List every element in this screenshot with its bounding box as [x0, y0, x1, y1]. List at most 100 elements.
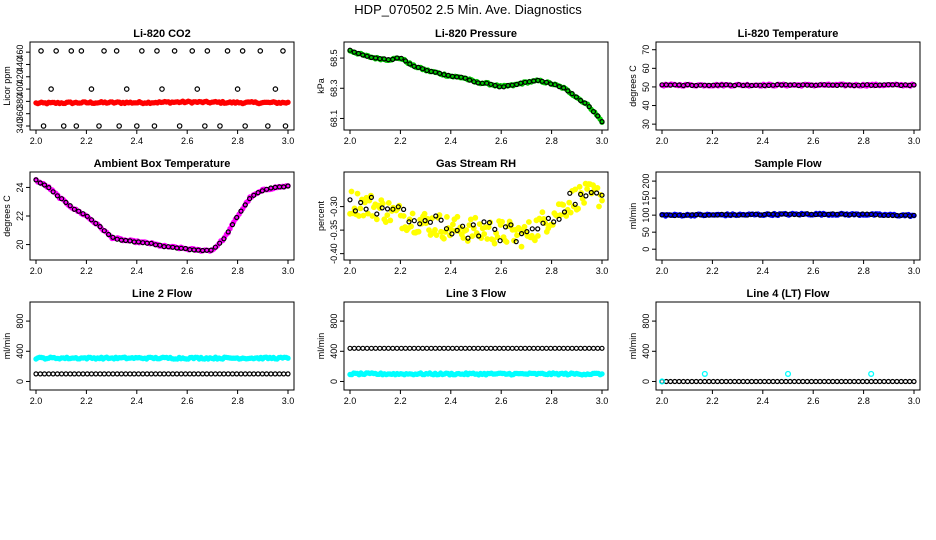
data-point: [46, 371, 52, 377]
data-point: [373, 216, 380, 223]
y-tick-label: 40: [641, 101, 651, 111]
data-point: [161, 371, 167, 377]
data-point: [347, 47, 353, 53]
data-point: [347, 345, 353, 351]
data-point: [368, 345, 374, 351]
y-axis-label: kPa: [316, 78, 326, 94]
data-point: [348, 188, 355, 195]
data-point: [800, 378, 806, 385]
data-point: [723, 378, 729, 385]
data-point: [264, 186, 270, 192]
data-point: [509, 345, 515, 351]
data-point: [868, 378, 874, 385]
data-point: [46, 185, 52, 191]
y-tick-label: 380: [15, 94, 25, 109]
data-point: [672, 378, 678, 385]
data-point: [426, 227, 432, 234]
y-tick-label: 20: [15, 240, 25, 250]
data-point: [502, 224, 509, 230]
data-point: [33, 371, 39, 377]
data-point: [573, 345, 580, 351]
data-point: [484, 345, 490, 351]
data-point: [791, 378, 798, 385]
data-point: [355, 50, 362, 57]
data-point: [58, 371, 65, 377]
data-point: [582, 100, 588, 106]
data-point: [433, 232, 440, 239]
data-point: [843, 378, 849, 385]
data-point: [255, 371, 261, 377]
data-point: [513, 239, 519, 245]
data-point: [347, 197, 353, 203]
x-tick-label: 3.0: [908, 266, 921, 276]
data-point: [514, 232, 520, 239]
x-tick-label: 2.8: [231, 396, 244, 406]
panel-title: Line 2 Flow: [132, 288, 192, 300]
data-point: [476, 221, 483, 228]
data-point: [360, 345, 366, 351]
data-point: [470, 222, 476, 228]
data-point: [385, 345, 391, 351]
x-tick-label: 2.6: [807, 136, 820, 146]
data-point: [740, 378, 746, 385]
y-tick-label: 800: [641, 314, 651, 329]
y-tick-label: 68.5: [329, 49, 339, 67]
data-point: [212, 371, 218, 377]
data-point: [567, 209, 574, 216]
data-point: [73, 123, 80, 129]
data-point: [693, 378, 699, 385]
data-point: [157, 371, 163, 377]
y-tick-label: 68.3: [329, 79, 339, 97]
chart-panel-9: Line 4 (LT) Flow 2.0 2.2 2.4 2.6 2.8 3.0 0 400 80…: [628, 288, 921, 406]
data-point: [503, 239, 510, 245]
data-point: [532, 237, 538, 244]
data-point: [552, 345, 558, 351]
data-point: [462, 75, 468, 81]
data-point: [390, 56, 396, 63]
data-point: [285, 355, 291, 361]
data-point: [488, 345, 494, 351]
x-tick-label: 3.0: [596, 136, 609, 146]
data-point: [465, 235, 471, 241]
data-point: [526, 345, 533, 351]
data-point: [225, 229, 231, 235]
data-point: [560, 345, 567, 351]
data-point: [462, 345, 468, 351]
data-point: [63, 199, 69, 205]
data-point: [450, 221, 456, 228]
data-point: [140, 371, 146, 377]
data-point: [774, 378, 780, 385]
data-point: [467, 77, 473, 83]
data-point: [586, 103, 592, 110]
data-point: [387, 217, 394, 224]
data-point: [229, 222, 236, 228]
data-point: [415, 64, 421, 71]
data-point: [581, 200, 587, 206]
data-point: [54, 371, 61, 377]
data-point: [406, 219, 412, 225]
data-point: [50, 189, 56, 195]
data-point: [379, 200, 386, 207]
data-point: [384, 206, 391, 212]
data-point: [259, 371, 265, 377]
data-point: [667, 378, 674, 385]
data-point: [420, 66, 426, 72]
data-point: [513, 345, 520, 351]
data-point: [449, 345, 456, 351]
y-tick-label: 70: [641, 45, 651, 55]
data-point: [408, 223, 415, 230]
chart-panel-2: Li-820 Pressure 2.0 2.2 2.4 2.6 2.8 3.0 68.1 68.…: [316, 28, 609, 146]
data-point: [221, 236, 227, 242]
data-point: [202, 123, 208, 129]
data-point: [272, 371, 278, 377]
data-point: [524, 229, 530, 235]
data-point: [736, 378, 742, 385]
data-point: [415, 345, 421, 351]
data-point: [118, 371, 125, 377]
data-point: [599, 192, 605, 198]
data-point: [454, 345, 460, 351]
data-point: [127, 371, 133, 377]
x-tick-label: 2.4: [445, 266, 458, 276]
data-point: [247, 371, 253, 377]
data-point: [385, 200, 392, 206]
